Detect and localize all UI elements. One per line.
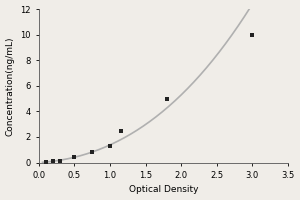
X-axis label: Optical Density: Optical Density [129, 185, 198, 194]
Y-axis label: Concentration(ng/mL): Concentration(ng/mL) [6, 36, 15, 136]
